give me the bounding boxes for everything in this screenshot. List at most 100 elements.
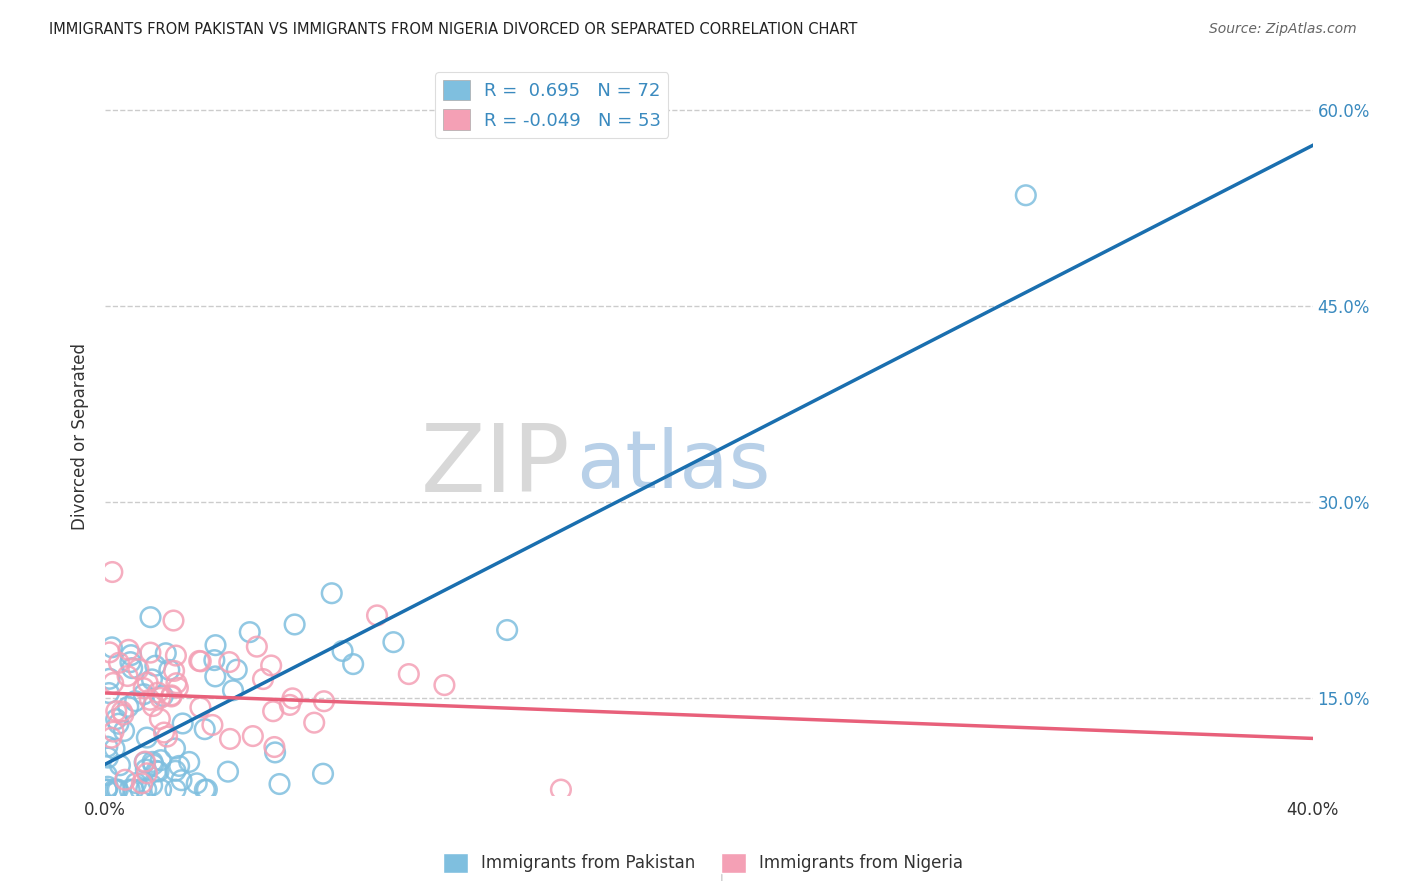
Point (141, 778, 163, 792)
Point (433, 678, 456, 692)
Point (152, 689, 174, 703)
Point (105, 712, 128, 726)
Point (136, 766, 159, 780)
Point (97, 780, 120, 794)
Point (190, 654, 212, 668)
Point (165, 676, 187, 690)
Point (162, 614, 184, 628)
Point (242, 729, 264, 743)
Point (118, 782, 141, 797)
Point (157, 663, 180, 677)
Point (321, 586, 343, 600)
Point (120, 648, 142, 662)
Point (190, 700, 212, 714)
Point (204, 669, 226, 683)
Point (160, 689, 183, 703)
Point (179, 755, 201, 769)
Point (163, 664, 186, 678)
Point (167, 681, 190, 695)
Point (398, 667, 420, 681)
Point (163, 741, 186, 756)
Point (96, 782, 118, 797)
Point (139, 610, 162, 624)
Point (217, 764, 239, 779)
Point (160, 690, 183, 704)
Point (165, 764, 187, 778)
Point (246, 640, 269, 654)
Point (134, 756, 156, 770)
Point (120, 655, 142, 669)
Point (186, 776, 208, 790)
Point (112, 707, 135, 722)
Point (112, 724, 135, 739)
Point (107, 716, 129, 731)
Point (101, 640, 124, 655)
Point (141, 673, 163, 687)
Point (132, 687, 155, 701)
Point (96, 768, 118, 782)
Y-axis label: Divorced or Separated: Divorced or Separated (72, 343, 89, 531)
Point (149, 690, 172, 705)
Point (114, 772, 136, 787)
Point (97, 686, 120, 700)
Point (107, 782, 129, 797)
Point (222, 683, 245, 698)
Point (127, 662, 149, 676)
Point (105, 704, 128, 718)
Point (145, 764, 167, 778)
Point (131, 776, 153, 790)
Point (103, 782, 125, 797)
Point (204, 638, 226, 652)
Point (239, 625, 262, 640)
Point (142, 699, 165, 714)
Point (98, 645, 121, 659)
Point (219, 731, 242, 746)
Point (194, 782, 217, 797)
Text: IMMIGRANTS FROM PAKISTAN VS IMMIGRANTS FROM NIGERIA DIVORCED OR SEPARATED CORREL: IMMIGRANTS FROM PAKISTAN VS IMMIGRANTS F… (49, 22, 858, 37)
Point (382, 635, 405, 649)
Point (172, 716, 194, 731)
Point (105, 782, 128, 797)
Legend: Immigrants from Pakistan, Immigrants from Nigeria: Immigrants from Pakistan, Immigrants fro… (436, 847, 970, 880)
Point (135, 782, 157, 797)
Point (155, 646, 177, 660)
Point (134, 755, 156, 769)
Point (117, 643, 139, 657)
Point (129, 782, 152, 797)
Point (139, 693, 162, 707)
Point (165, 648, 187, 663)
Point (101, 676, 124, 690)
Text: Source: ZipAtlas.com: Source: ZipAtlas.com (1209, 22, 1357, 37)
Point (195, 782, 218, 797)
Point (141, 755, 163, 769)
Point (149, 753, 172, 767)
Point (496, 623, 519, 637)
Point (108, 758, 131, 772)
Point (111, 705, 134, 719)
Point (101, 565, 124, 579)
Point (262, 704, 284, 718)
Point (281, 691, 304, 706)
Point (98, 672, 121, 686)
Point (96, 782, 118, 797)
Point (143, 658, 166, 673)
Point (124, 694, 146, 708)
Point (366, 608, 388, 623)
Point (170, 773, 193, 788)
Text: |: | (718, 863, 724, 881)
Point (252, 672, 274, 686)
Point (260, 658, 283, 673)
Point (156, 730, 179, 744)
Point (312, 766, 335, 780)
Point (136, 675, 159, 690)
Point (97, 750, 120, 764)
Text: atlas: atlas (576, 426, 770, 505)
Point (122, 782, 145, 797)
Point (103, 741, 125, 756)
Point (125, 776, 148, 790)
Point (264, 746, 287, 760)
Point (135, 763, 157, 777)
Point (263, 739, 285, 754)
Point (165, 782, 187, 797)
Point (149, 712, 172, 726)
